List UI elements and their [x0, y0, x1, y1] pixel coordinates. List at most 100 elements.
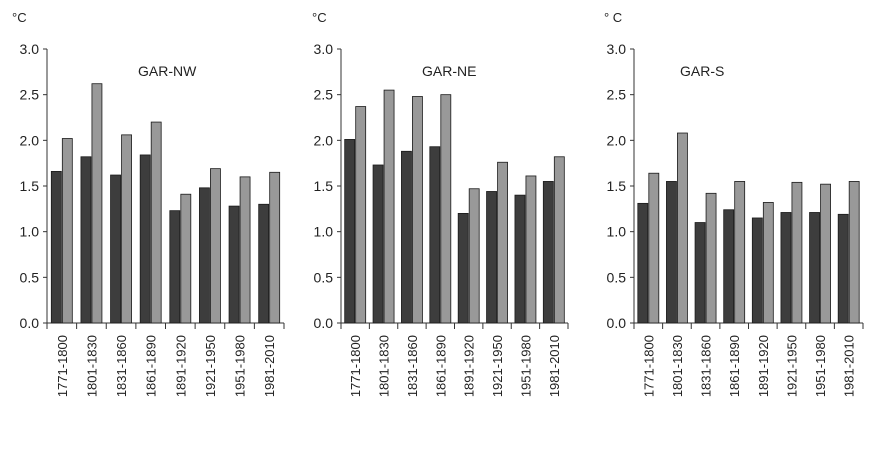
- bar: [553, 156, 565, 324]
- y-tick-label: 1.0: [314, 224, 334, 240]
- bar: [372, 164, 384, 324]
- x-tick-label: 1861-1890: [727, 335, 742, 397]
- y-tick-label: 1.0: [20, 224, 40, 240]
- y-tick-label: 2.5: [20, 87, 40, 103]
- bar: [848, 181, 860, 324]
- y-tick-label: 0.0: [314, 315, 334, 331]
- bar: [258, 203, 270, 324]
- x-tick-label: 1891-1920: [173, 335, 188, 397]
- x-tick-label: 1951-1980: [813, 335, 828, 397]
- panel-title: GAR-S: [680, 63, 724, 79]
- bar: [383, 89, 395, 324]
- bar: [121, 134, 132, 324]
- bar: [61, 138, 73, 324]
- bar: [440, 94, 452, 324]
- bar: [820, 183, 831, 324]
- y-tick-label: 0.0: [20, 315, 40, 331]
- bar: [486, 191, 497, 324]
- bar: [180, 193, 192, 324]
- y-tick-label: 3.0: [20, 41, 40, 57]
- bar: [751, 217, 763, 324]
- y-unit-label: ° C: [604, 10, 622, 25]
- bar: [110, 174, 121, 324]
- y-tick-label: 2.5: [607, 87, 627, 103]
- y-unit-label: °C: [312, 10, 327, 25]
- x-tick-label: 1921-1950: [203, 335, 218, 397]
- x-tick-label: 1801-1830: [377, 335, 392, 397]
- bar: [637, 202, 649, 324]
- bar: [412, 96, 423, 324]
- y-tick-label: 0.5: [607, 269, 627, 285]
- panel-title: GAR-NW: [138, 63, 197, 79]
- x-tick-label: 1891-1920: [756, 335, 771, 397]
- y-tick-label: 3.0: [314, 41, 334, 57]
- bar: [837, 213, 849, 324]
- panel-title: GAR-NE: [422, 63, 476, 79]
- bar: [269, 171, 281, 324]
- bar: [210, 168, 221, 324]
- bar: [694, 222, 706, 324]
- bar: [809, 212, 820, 324]
- x-tick-label: 1771-1800: [55, 335, 70, 397]
- y-tick-label: 1.5: [607, 178, 627, 194]
- bar: [457, 212, 469, 324]
- bar: [648, 172, 660, 324]
- x-tick-label: 1861-1890: [433, 335, 448, 397]
- x-tick-label: 1831-1860: [405, 335, 420, 397]
- x-tick-label: 1951-1980: [233, 335, 248, 397]
- x-tick-label: 1831-1860: [699, 335, 714, 397]
- bar: [780, 212, 792, 324]
- bar: [150, 121, 162, 324]
- x-tick-label: 1981-2010: [262, 335, 277, 397]
- bar: [762, 202, 774, 324]
- y-tick-label: 1.5: [314, 178, 334, 194]
- bar: [50, 170, 62, 324]
- x-tick-label: 1861-1890: [144, 335, 159, 397]
- x-tick-label: 1981-2010: [547, 335, 562, 397]
- bar: [677, 132, 688, 324]
- y-tick-label: 1.0: [607, 224, 627, 240]
- x-tick-label: 1921-1950: [784, 335, 799, 397]
- bar: [468, 188, 480, 324]
- x-tick-label: 1891-1920: [462, 335, 477, 397]
- bar: [355, 106, 367, 324]
- bar: [542, 181, 554, 324]
- x-tick-label: 1801-1830: [84, 335, 99, 397]
- bar: [514, 194, 526, 324]
- y-tick-label: 3.0: [607, 41, 627, 57]
- y-unit-label: °C: [12, 10, 27, 25]
- y-tick-label: 0.5: [314, 269, 334, 285]
- bar: [239, 176, 251, 324]
- y-tick-label: 2.0: [314, 132, 334, 148]
- y-tick-label: 0.5: [20, 269, 40, 285]
- y-tick-label: 2.0: [607, 132, 627, 148]
- x-tick-label: 1831-1860: [114, 335, 129, 397]
- bar: [705, 192, 717, 324]
- bar: [723, 209, 735, 324]
- x-tick-label: 1981-2010: [842, 335, 857, 397]
- bar: [91, 83, 103, 324]
- bar: [169, 210, 181, 324]
- x-tick-label: 1801-1830: [670, 335, 685, 397]
- bar: [80, 156, 92, 324]
- x-tick-label: 1951-1980: [518, 335, 533, 397]
- bar: [497, 161, 508, 324]
- y-tick-label: 2.5: [314, 87, 334, 103]
- bar: [791, 181, 803, 324]
- bar: [401, 150, 412, 324]
- y-tick-label: 2.0: [20, 132, 40, 148]
- y-tick-label: 1.5: [20, 178, 40, 194]
- x-tick-label: 1771-1800: [348, 335, 363, 397]
- bar: [734, 181, 746, 324]
- bar: [429, 146, 441, 324]
- bar: [139, 154, 151, 324]
- bar: [525, 175, 537, 324]
- x-tick-label: 1921-1950: [490, 335, 505, 397]
- y-tick-label: 0.0: [607, 315, 627, 331]
- bar: [344, 139, 356, 324]
- bar: [228, 205, 240, 324]
- x-tick-label: 1771-1800: [641, 335, 656, 397]
- bar: [666, 181, 677, 324]
